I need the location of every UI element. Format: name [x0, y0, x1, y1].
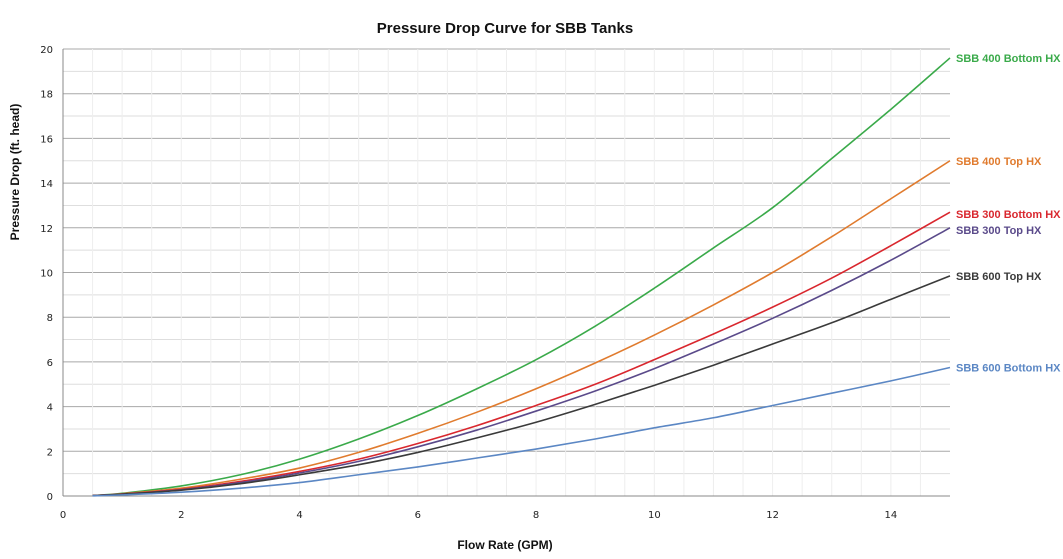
y-axis-label: Pressure Drop (ft. head): [8, 104, 22, 241]
x-tick-label: 4: [296, 510, 302, 521]
axes: [62, 49, 950, 497]
series-label-sbb-600-bottom-hx: SBB 600 Bottom HX: [956, 362, 1061, 374]
y-tick-label: 8: [47, 313, 53, 324]
y-tick-label: 16: [40, 134, 53, 145]
series-label-sbb-400-top-hx: SBB 400 Top HX: [956, 156, 1042, 168]
series-line-sbb-400-top-hx: [92, 160, 951, 497]
series-label-sbb-300-bottom-hx: SBB 300 Bottom HX: [956, 209, 1061, 221]
chart-title: Pressure Drop Curve for SBB Tanks: [377, 20, 633, 37]
series-line-sbb-300-top-hx: [92, 227, 951, 497]
gridlines: [63, 48, 950, 497]
series-label-sbb-400-bottom-hx: SBB 400 Bottom HX: [956, 53, 1061, 65]
series-line-sbb-600-top-hx: [92, 275, 951, 497]
y-tick-label: 10: [40, 269, 53, 280]
series-label-sbb-600-top-hx: SBB 600 Top HX: [956, 271, 1042, 283]
y-tick-label: 0: [47, 492, 53, 503]
series-labels: SBB 400 Bottom HX SBB 400 Top HX SBB 300 B…: [956, 53, 1061, 375]
x-tick-label: 0: [60, 510, 66, 521]
y-tick-label: 18: [40, 90, 53, 101]
series-line-sbb-300-bottom-hx: [92, 211, 951, 497]
series-line-sbb-600-bottom-hx: [92, 366, 951, 497]
x-tick-label: 12: [766, 510, 779, 521]
x-tick-label: 6: [415, 510, 421, 521]
series-label-sbb-300-top-hx: SBB 300 Top HX: [956, 225, 1042, 237]
x-tick-label: 10: [648, 510, 661, 521]
series-lines: [92, 57, 951, 497]
x-axis-label: Flow Rate (GPM): [457, 538, 552, 552]
x-tick-label: 2: [178, 510, 184, 521]
x-tick-label: 14: [884, 510, 897, 521]
series-line-sbb-400-bottom-hx: [92, 57, 951, 497]
y-tick-label: 20: [40, 45, 53, 56]
y-tick-label: 14: [40, 179, 53, 190]
y-tick-label: 12: [40, 224, 53, 235]
y-tick-label: 6: [47, 358, 53, 369]
x-tick-label: 8: [533, 510, 539, 521]
tick-labels: 0 2 4 6 8 10 12 14 16 18 20 0 2 4 6 8 10 12 14: [40, 45, 897, 521]
y-tick-label: 4: [47, 403, 53, 414]
y-tick-label: 2: [47, 447, 53, 458]
